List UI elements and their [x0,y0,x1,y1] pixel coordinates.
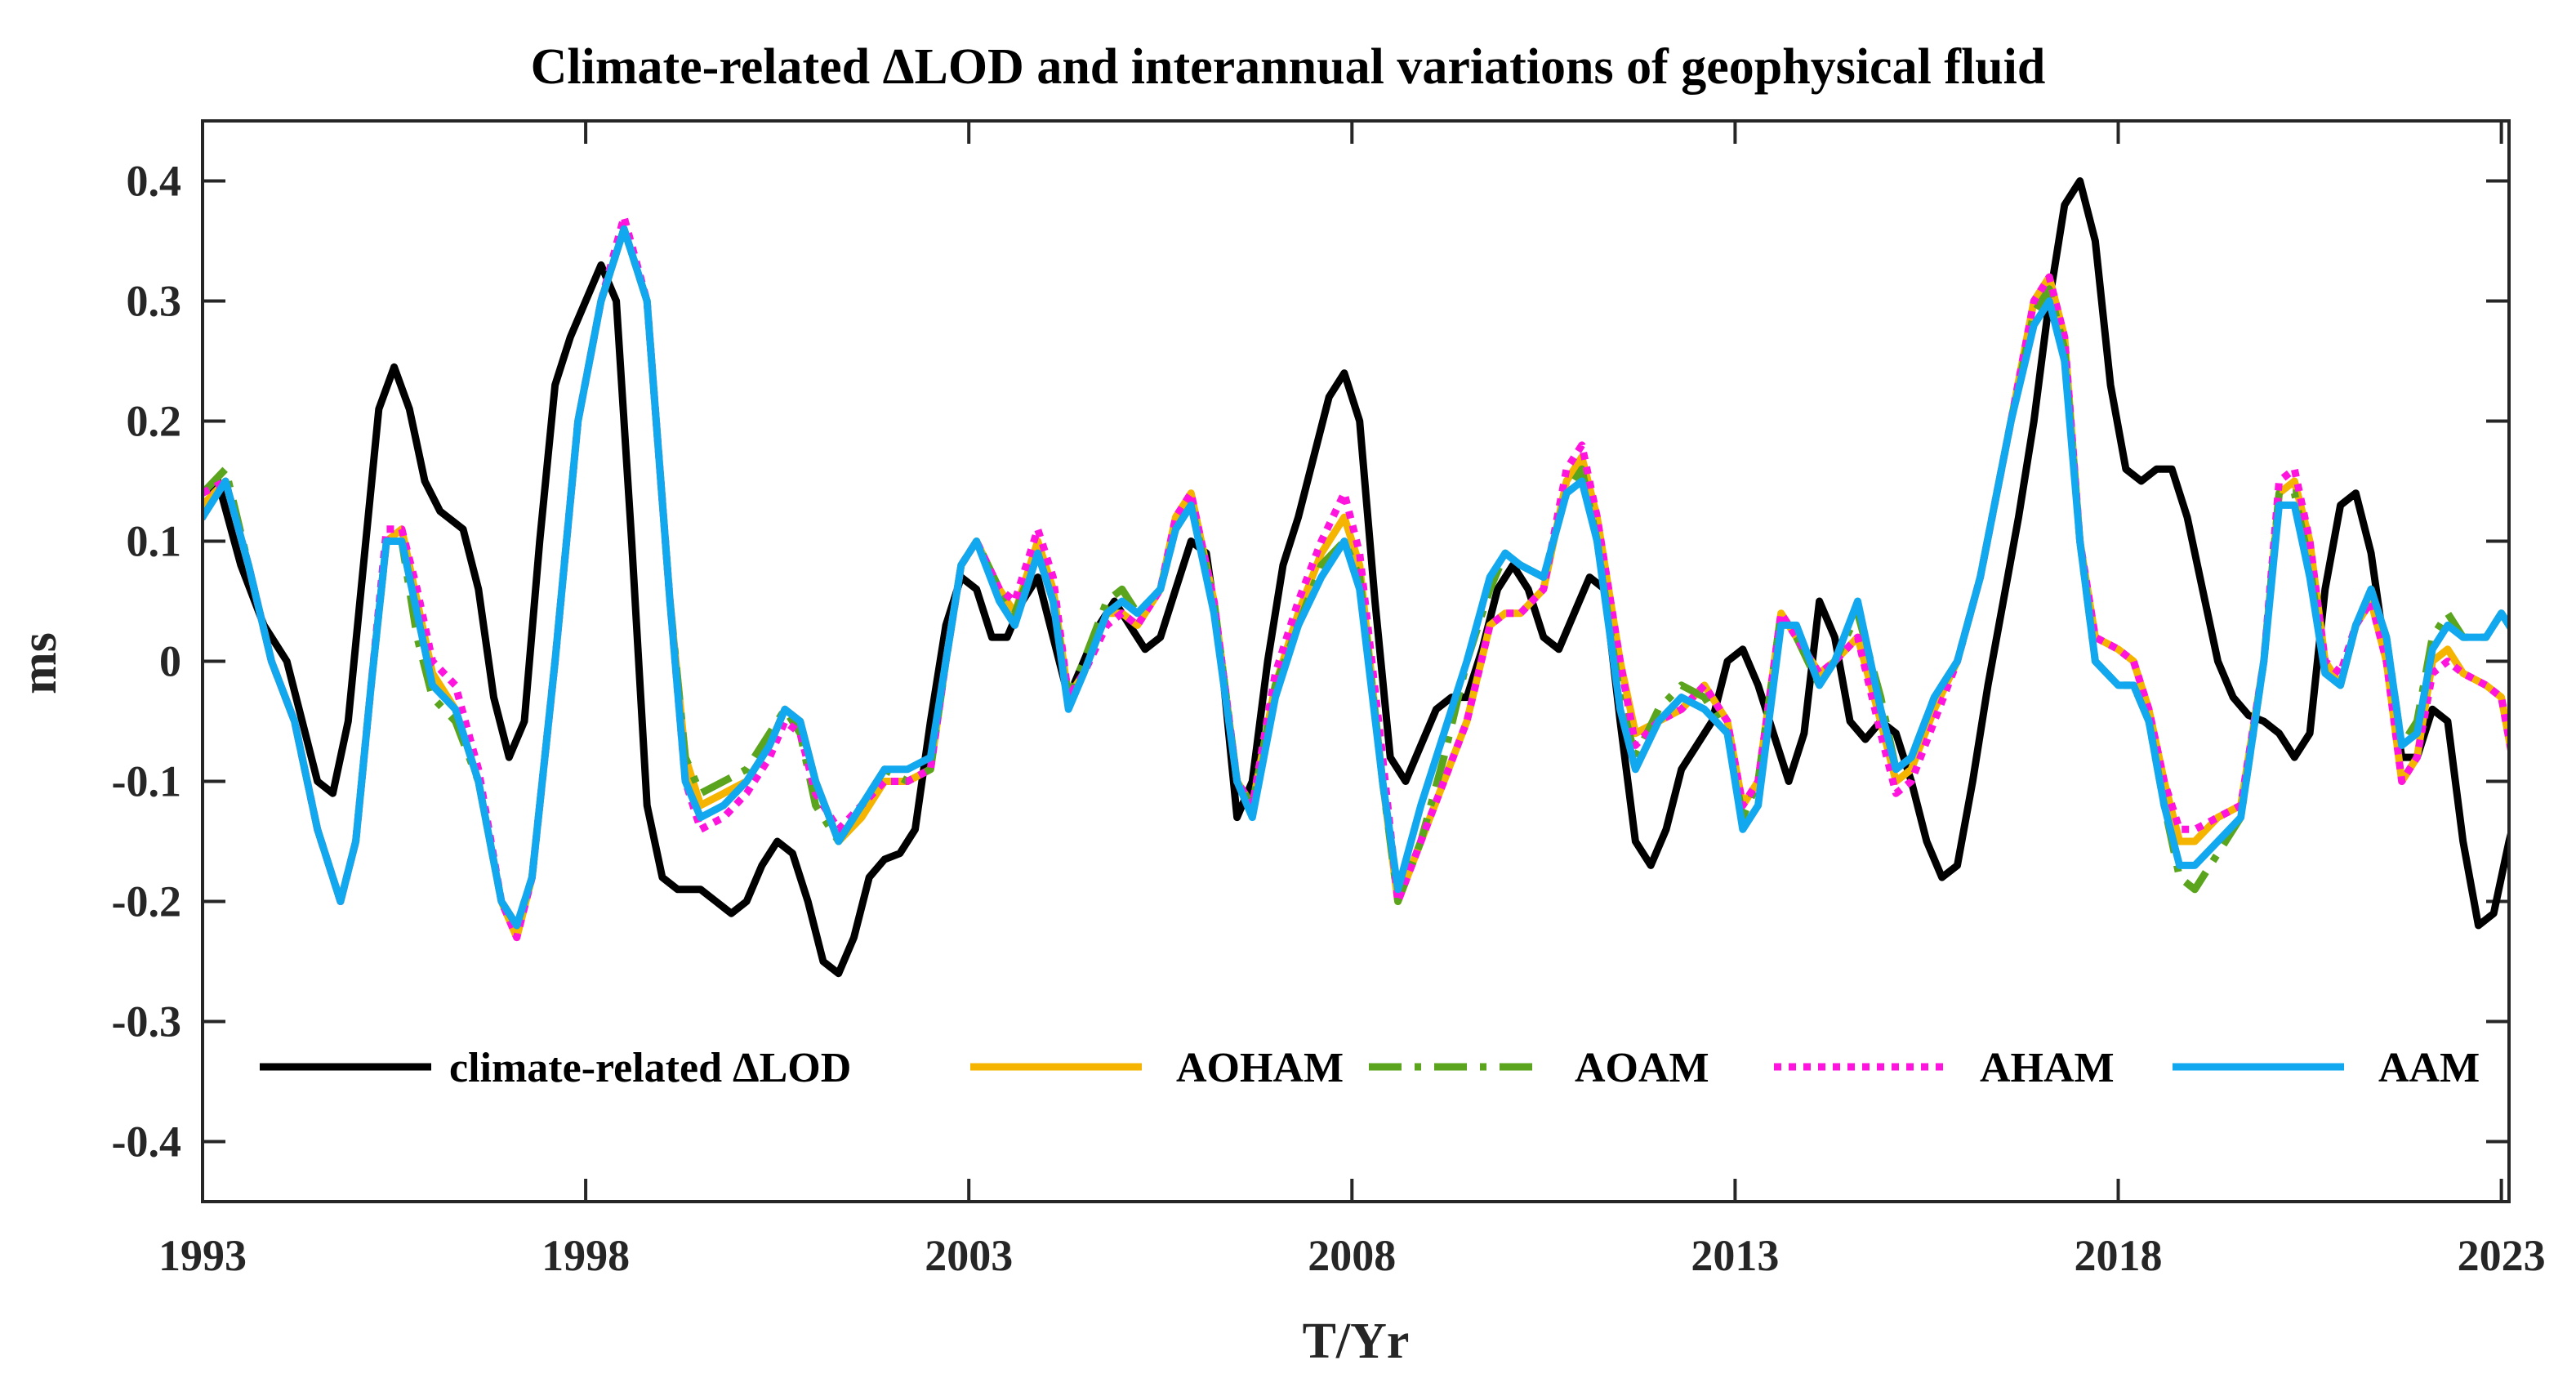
y-tick-label: -0.2 [112,877,181,926]
x-tick-label: 1993 [158,1231,247,1280]
y-tick-label: -0.4 [112,1117,181,1167]
y-tick-label: 0 [159,637,181,686]
y-tick-label: 0.4 [127,157,182,206]
x-axis-label: T/Yr [1303,1314,1410,1369]
x-tick-label: 1998 [541,1231,630,1280]
y-tick-label: -0.1 [112,757,181,806]
x-tick-label: 2023 [2458,1231,2546,1280]
legend-label: climate-related ΔLOD [449,1045,851,1091]
series-line [203,177,2509,978]
plot-frame [201,119,2511,1203]
y-tick-label: 0.2 [127,397,182,446]
x-tick-label: 2013 [1691,1231,1779,1280]
legend-label: AHAM [1980,1045,2115,1091]
y-tick-labels: 0.4 0.3 0.2 0.1 0 -0.1 -0.2 -0.3 -0.4 [112,157,181,1167]
legend-label: AAM [2378,1045,2480,1091]
x-tick-labels: 1993 1998 2003 2008 2013 2018 2023 [158,1231,2546,1280]
y-tick-label: 0.3 [127,277,182,326]
legend-label: AOHAM [1176,1045,1344,1091]
legend: climate-related ΔLOD AOHAM AOAM AHAM AAM [260,1045,2480,1091]
x-tick-label: 2008 [1308,1231,1396,1280]
y-tick-label: 0.1 [127,517,182,566]
y-axis-label: ms [11,632,67,694]
x-tick-label: 2003 [925,1231,1013,1280]
series-line [203,225,2509,930]
series-lines [203,177,2509,978]
x-tick-label: 2018 [2075,1231,2163,1280]
legend-label: AOAM [1575,1045,1709,1091]
chart-title: Climate-related ΔLOD and interannual var… [531,39,2046,95]
y-tick-label: -0.3 [112,997,181,1046]
